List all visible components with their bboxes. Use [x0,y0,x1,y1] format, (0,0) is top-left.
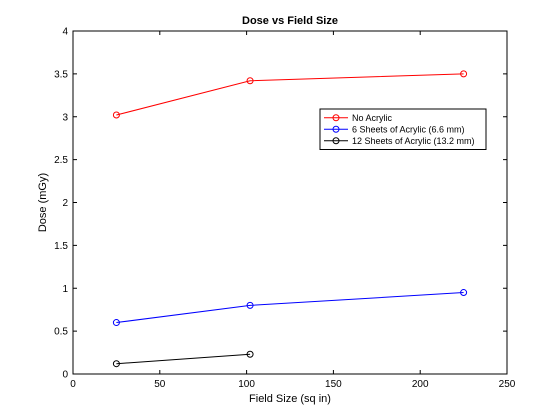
legend-label: 12 Sheets of Acrylic (13.2 mm) [352,136,475,146]
legend-item: 12 Sheets of Acrylic (13.2 mm) [324,136,475,146]
x-tick-label: 150 [325,379,342,390]
x-tick-label: 200 [412,379,429,390]
y-tick-label: 1 [62,284,68,295]
legend-label: 6 Sheets of Acrylic (6.6 mm) [352,124,465,134]
data-point [460,70,468,78]
data-point [112,319,120,327]
data-point [246,77,254,85]
x-tick-label: 250 [499,379,516,390]
chart-title: Dose vs Field Size [242,15,338,27]
y-tick-label: 2.5 [54,155,68,166]
series-line [116,73,464,116]
series-1 [112,70,468,119]
y-axis-label: Dose (mGy) [37,173,49,232]
x-tick-label: 50 [154,379,166,390]
plot-area [73,31,507,374]
data-point [112,111,120,119]
series-layer [112,70,468,368]
axes-layer: 0 50 100 150 200 250 0 0.5 1 1.5 2 2.5 3 3.5 4 [54,27,516,391]
series-2 [112,289,468,327]
data-point [460,289,468,297]
x-axis-label: Field Size (sq in) [249,393,331,405]
legend-item: No Acrylic [324,113,393,123]
series-line [116,353,251,365]
y-tick-label: 1.5 [54,241,68,252]
legend-marker [332,114,340,122]
legend-marker [332,137,340,145]
y-tick-label: 2 [62,198,68,209]
y-tick-label: 3 [62,112,68,123]
series-3 [112,350,254,368]
legend-item: 6 Sheets of Acrylic (6.6 mm) [324,124,465,134]
legend-marker [332,125,340,133]
x-tick-label: 100 [238,379,255,390]
y-tick-label: 3.5 [54,69,68,80]
data-point [112,360,120,368]
legend-label: No Acrylic [352,113,393,123]
series-line [116,292,464,324]
y-tick-label: 0 [62,370,68,381]
x-tick-label: 0 [70,379,76,390]
y-tick-label: 0.5 [54,327,68,338]
data-point [246,350,254,358]
data-point [246,301,254,309]
y-tick-label: 4 [62,27,68,38]
